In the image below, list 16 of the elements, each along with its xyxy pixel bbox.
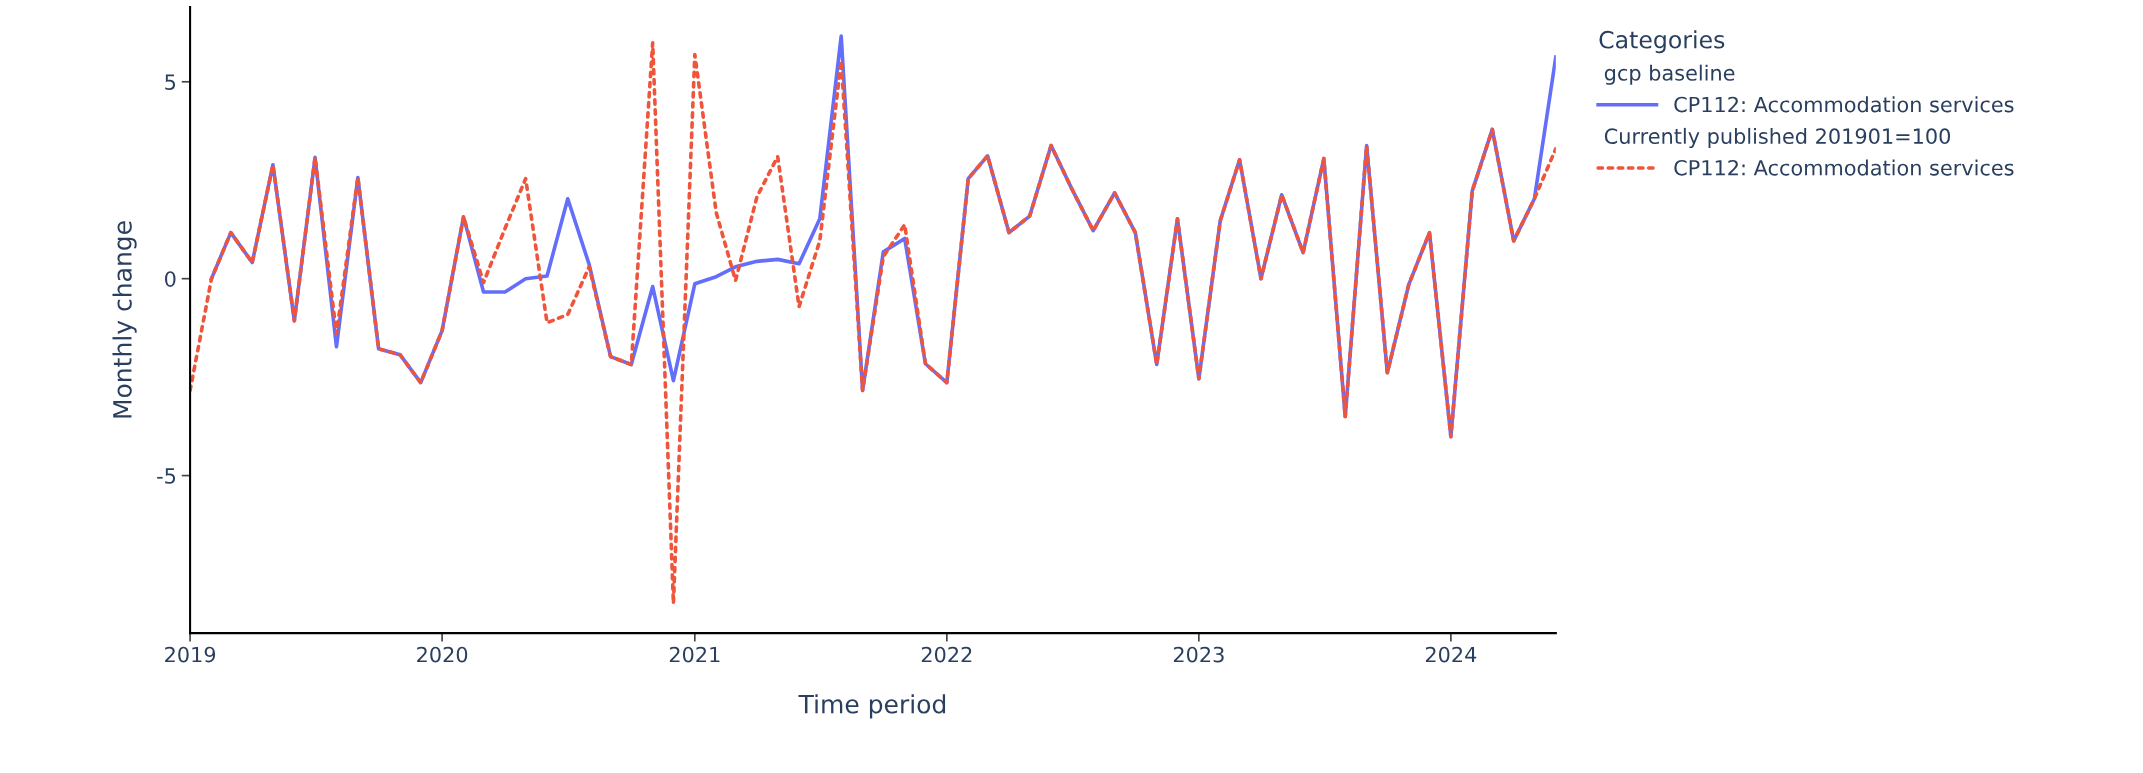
text: gcp baseline (1604, 64, 1735, 85)
text: Currently published 201901=100 (1604, 127, 1950, 149)
legend-title: Categories (1599, 30, 1725, 54)
y-tick-label: 5 (165, 74, 176, 90)
x-tick-label: 2024 (1425, 646, 1477, 663)
x-tick-label: 2019 (165, 646, 216, 663)
x-tick-label: 2021 (669, 646, 720, 663)
y-axis-title: Monthly change (112, 221, 137, 418)
x-tick-label: 2020 (417, 646, 468, 663)
legend-label: CP112: Accommodation services (1674, 96, 2014, 113)
y-tick-label: -5 (157, 468, 176, 484)
legend-label: CP112: Accommodation services (1674, 159, 2014, 176)
x-tick-label: 2023 (1173, 646, 1224, 663)
y-tick-label: 0 (165, 271, 176, 287)
x-axis-title: Time period (798, 694, 946, 719)
x-tick-label: 2022 (921, 646, 972, 663)
